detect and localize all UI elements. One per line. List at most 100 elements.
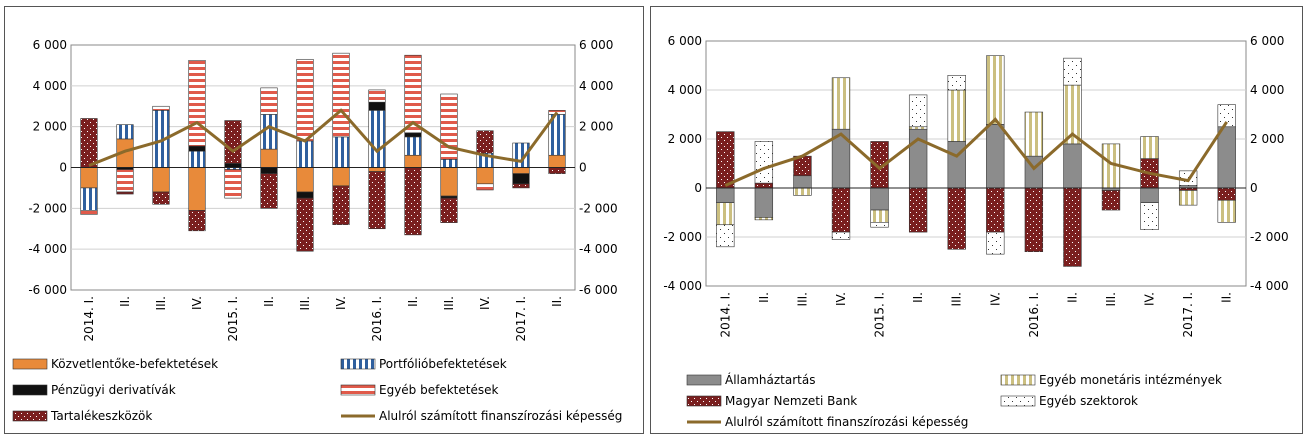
chart-right-svg: 6 000 6 000 4 000 4 000 2 000 2 000 0 0 -2 000 -2… [663,34,1288,429]
x-tick-label: III. [795,292,809,306]
bar-magyar-nemzeti-bank [1063,187,1082,267]
bar-egyeb-befektetesek [260,87,278,115]
chart-left-svg: 6 000 6 000 4 000 4 000 2 000 2 000 0 0 -2 000 -2… [12,38,622,423]
bar-tartalekeszkozok [476,130,494,154]
bar-magyar-nemzeti-bank [831,187,851,233]
legend-swatch-allamhaztartas [686,374,722,386]
y-tick-label: -6 000 [28,283,67,297]
bar-egyeb-szektorok [1217,104,1236,128]
bar-egyeb-monetaris-intezmenyek [870,209,889,223]
bar-egyeb-szektorok [870,222,889,228]
y2-tick-label: 0 [579,161,587,175]
bar-tartalekeszkozok [512,183,530,189]
bar-tartalekeszkozok [260,173,278,209]
x-tick-label: 2017. I. [514,296,528,342]
bar-egyeb-monetaris-intezmenyek [908,126,928,130]
y-tick-label: 6 000 [668,34,702,48]
bar-penzugyi-derivativak [260,167,278,174]
y2-tick-label: 6 000 [579,38,613,52]
bar-kozvetlentoke-befektetesek [404,154,422,168]
bar-egyeb-szektorok [947,75,966,91]
legend-swatch-egyeb-befektetesek [340,384,376,396]
bar-portfoliobefektetesek [332,136,350,168]
bar-egyeb-befektetesek [80,210,98,215]
legend-label: Egyéb befektetések [379,383,498,397]
bar-allamhaztartas [1140,187,1159,203]
bar-egyeb-szektorok [908,94,928,128]
x-tick-label: III. [154,296,168,310]
x-tick-label: II. [1065,292,1079,303]
bar-egyeb-szektorok [1140,202,1159,230]
y2-tick-label: 6 000 [1250,34,1284,48]
y-tick-label: 2 000 [668,132,702,146]
bar-tartalekeszkozok [80,118,98,168]
bar-egyeb-befektetesek [404,54,422,134]
y2-tick-label: 4 000 [1250,83,1284,97]
x-tick-label: IV. [988,292,1002,306]
bar-kozvetlentoke-befektetesek [440,167,458,197]
bar-kozvetlentoke-befektetesek [368,167,386,172]
x-tick-label: IV. [334,296,348,310]
legend-swatch-magyar-nemzeti-bank [686,395,722,407]
bar-egyeb-szektorok [754,141,774,184]
bar-egyeb-befektetesek [368,89,386,103]
legend-label: Portfólióbefektetések [379,357,507,371]
bar-tartalekeszkozok [368,171,386,230]
y2-tick-label: -2 000 [579,201,618,215]
chart-right: 6 000 6 000 4 000 4 000 2 000 2 000 0 0 -2 000 -2… [650,6,1303,434]
x-tick-label: IV. [1143,292,1157,306]
bar-magyar-nemzeti-bank [716,131,735,189]
bar-allamhaztartas [1063,143,1082,189]
x-tick-label: III. [442,296,456,310]
bar-portfoliobefektetesek [368,110,386,168]
bar-tartalekeszkozok [404,167,422,236]
bar-egyeb-monetaris-intezmenyek [1140,136,1159,159]
x-tick-label: 2014. I. [82,296,96,342]
bar-egyeb-monetaris-intezmenyek [831,77,851,130]
bar-egyeb-monetaris-intezmenyek [1178,190,1198,206]
bar-portfoliobefektetesek [440,159,458,168]
x-tick-label: II. [550,296,564,307]
bar-egyeb-szektorok [831,231,851,240]
bar-egyeb-monetaris-intezmenyek [793,187,812,196]
legend-label: Magyar Nemzeti Bank [725,394,857,408]
x-tick-label: II. [1220,292,1234,303]
legend-label: Egyéb szektorok [1039,394,1138,408]
bar-magyar-nemzeti-bank [1024,187,1044,253]
bar-egyeb-monetaris-intezmenyek [986,55,1005,125]
bar-portfoliobefektetesek [80,187,98,211]
bar-allamhaztartas [1217,126,1236,189]
x-tick-label: 2017. I. [1181,292,1195,338]
bar-kozvetlentoke-befektetesek [152,167,170,193]
bar-allamhaztartas [986,124,1005,189]
bar-kozvetlentoke-befektetesek [188,167,206,211]
x-tick-label: III. [1104,292,1118,306]
bar-kozvetlentoke-befektetesek [332,167,350,187]
bar-egyeb-szektorok [986,231,1005,255]
y-tick-label: -2 000 [663,230,702,244]
bar-kozvetlentoke-befektetesek [476,167,494,185]
bar-tartalekeszkozok [152,191,170,205]
y2-tick-label: -4 000 [579,242,618,256]
bar-allamhaztartas [716,187,735,203]
bar-magyar-nemzeti-bank [986,187,1005,233]
chart-left: 6 000 6 000 4 000 4 000 2 000 2 000 0 0 -2 000 -2… [4,6,644,434]
bar-magyar-nemzeti-bank [1101,190,1121,211]
bar-penzugyi-derivativak [440,195,458,199]
bar-allamhaztartas [793,175,812,189]
legend-label: Tartalékeszközök [50,409,152,423]
bar-egyeb-monetaris-intezmenyek [1024,111,1044,157]
bar-egyeb-befektetesek [296,58,314,142]
bar-portfoliobefektetesek [188,150,206,168]
x-tick-label: III. [298,296,312,310]
legend-swatch-kozvetlentoke-befektetesek [12,358,48,370]
legend-swatch-tartalekeszkozok [12,410,48,422]
bar-egyeb-szektorok [716,224,735,248]
bar-portfoliobefektetesek [404,136,422,156]
legend-swatch-egyeb-szektorok [1000,395,1036,407]
x-tick-label: IV. [478,296,492,310]
x-tick-label: 2016. I. [370,296,384,342]
bar-egyeb-monetaris-intezmenyek [947,89,966,142]
bar-kozvetlentoke-befektetesek [296,167,314,193]
bar-penzugyi-derivativak [368,101,386,111]
